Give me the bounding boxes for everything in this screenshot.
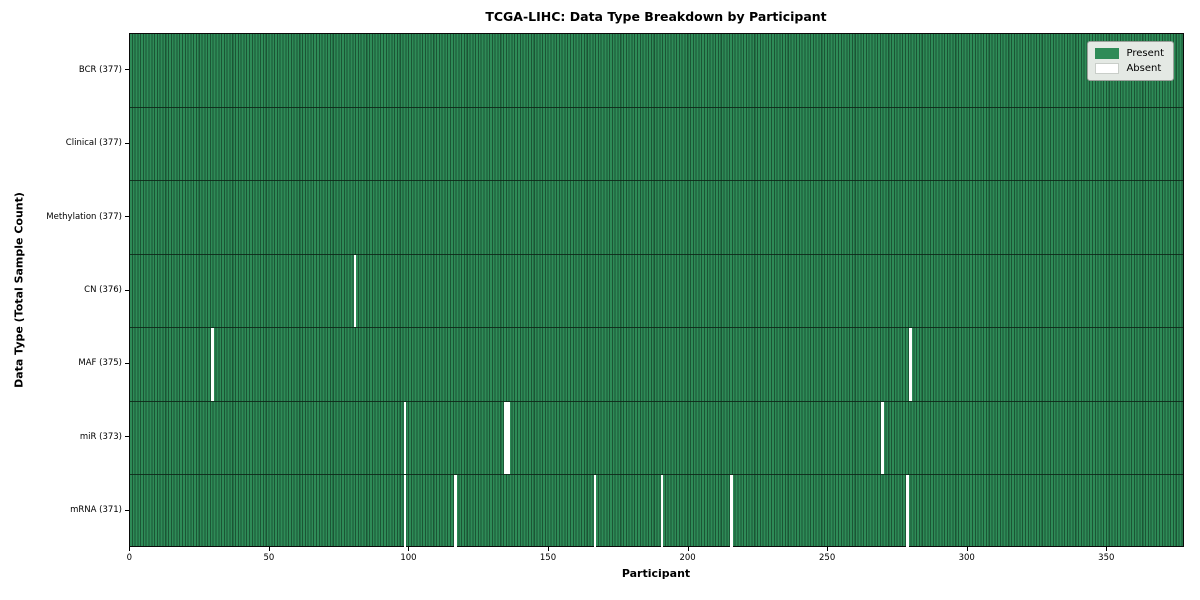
legend: Present Absent: [1087, 41, 1174, 81]
y-tick-mark: [125, 69, 129, 71]
x-tick-label-250: 250: [819, 553, 836, 563]
x-tick-label-350: 350: [1098, 553, 1115, 563]
absence-bar-miR-135: [507, 401, 510, 474]
legend-label-present: Present: [1126, 48, 1164, 59]
y-tick-label-CN: CN (376): [84, 285, 122, 295]
x-tick-mark: [548, 547, 549, 551]
y-tick-mark: [125, 509, 129, 511]
x-tick-mark: [966, 547, 968, 551]
absence-bar-mRNA-116: [454, 475, 457, 548]
legend-swatch-present-icon: [1095, 48, 1120, 59]
x-tick-mark: [827, 547, 829, 551]
absence-bar-mRNA-278: [906, 475, 909, 548]
plot-area: Present Absent: [129, 33, 1184, 548]
absence-bar-miR-134: [504, 401, 507, 474]
absence-bar-mRNA-190: [660, 475, 664, 548]
y-tick-mark: [125, 142, 129, 144]
x-tick-mark: [408, 547, 410, 551]
absence-bar-miR-269: [881, 401, 884, 474]
absence-bar-MAF-29: [211, 328, 214, 401]
y-tick-label-BCR: BCR (377): [78, 64, 122, 75]
x-tick-label-150: 150: [539, 553, 557, 563]
y-tick-label-Methylation: Methylation (377): [46, 211, 122, 222]
absence-bar-CN-80: [353, 254, 357, 328]
absence-bar-miR-98: [403, 401, 407, 474]
absence-bar-mRNA-215: [730, 475, 733, 548]
y-tick-mark: [125, 216, 129, 218]
legend-item-present: Present: [1095, 48, 1164, 59]
legend-swatch-absent-icon: [1095, 63, 1120, 74]
x-tick-mark: [1106, 547, 1108, 551]
absence-bar-mRNA-98: [403, 475, 407, 548]
x-tick-mark: [268, 547, 270, 551]
y-tick-mark: [125, 362, 129, 364]
x-axis-label: Participant: [621, 567, 691, 580]
row-separator: [130, 474, 1183, 476]
absence-bar-mRNA-166: [593, 475, 597, 548]
legend-label-absent: Absent: [1126, 63, 1162, 74]
y-axis-label: Data Type (Total Sample Count): [12, 192, 26, 388]
x-tick-mark: [687, 547, 689, 551]
row-separator: [130, 327, 1183, 329]
y-tick-mark: [125, 289, 129, 291]
legend-item-absent: Absent: [1095, 63, 1164, 74]
row-separator: [130, 400, 1183, 402]
x-tick-label-200: 200: [679, 553, 696, 563]
row-separator: [130, 106, 1183, 108]
x-tick-label-50: 50: [263, 553, 275, 563]
y-tick-mark: [125, 436, 129, 438]
x-tick-label-100: 100: [400, 553, 417, 563]
y-tick-label-MAF: MAF (375): [78, 358, 122, 369]
y-tick-label-miR: miR (373): [79, 431, 122, 442]
row-separator: [130, 253, 1183, 255]
y-tick-label-Clinical: Clinical (377): [65, 138, 122, 149]
x-tick-label-0: 0: [126, 553, 133, 563]
row-separator: [130, 180, 1183, 182]
x-tick-mark: [129, 547, 131, 551]
y-tick-label-mRNA: mRNA (371): [70, 505, 122, 516]
chart-title: TCGA-LIHC: Data Type Breakdown by Partic…: [485, 9, 827, 24]
x-tick-label-300: 300: [958, 553, 975, 563]
absence-bar-MAF-279: [909, 328, 912, 401]
